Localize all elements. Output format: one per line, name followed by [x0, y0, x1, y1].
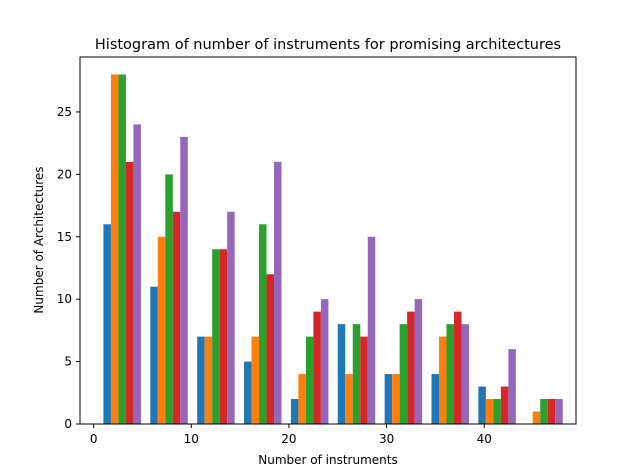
bar-series3-bin10	[540, 399, 548, 424]
x-tick-label: 0	[90, 432, 98, 446]
bar-series5-bin1	[133, 124, 141, 424]
bar-series5-bin6	[367, 236, 376, 424]
bar-series5-bin2	[180, 136, 188, 424]
bar-series3-bin9	[493, 399, 501, 424]
bar-series3-bin2	[165, 174, 173, 424]
bar-series4-bin4	[266, 274, 275, 424]
x-tick-label: 30	[379, 432, 394, 446]
bar-series3-bin4	[259, 224, 267, 424]
bar-series4-bin2	[172, 211, 181, 424]
bar-series3-bin5	[305, 336, 314, 424]
bar-series4-bin7	[407, 311, 415, 424]
y-tick-label: 15	[57, 230, 72, 244]
bar-series1-bin6	[337, 324, 346, 424]
x-tick-label: 20	[281, 432, 296, 446]
bar-series3-bin7	[399, 324, 408, 424]
bar-series2-bin8	[438, 336, 447, 424]
bar-series2-bin7	[392, 374, 400, 424]
bar-series2-bin6	[345, 374, 353, 424]
bar-series4-bin10	[547, 399, 556, 424]
bar-series4-bin8	[453, 311, 462, 424]
bar-series3-bin6	[352, 324, 361, 424]
bar-series2-bin5	[298, 374, 306, 424]
bar-series3-bin1	[118, 74, 126, 424]
y-tick-label: 20	[57, 167, 72, 181]
bar-series2-bin1	[110, 74, 119, 424]
bar-series4-bin9	[500, 386, 509, 424]
bar-series1-bin3	[197, 336, 205, 424]
plot-frame	[79, 56, 577, 425]
bar-series1-bin9	[478, 386, 486, 424]
bar-series5-bin8	[461, 324, 469, 424]
bar-series1-bin4	[244, 361, 252, 424]
y-axis-ticks: 0 5 10 15 20 25	[57, 105, 80, 431]
x-tick-label: 40	[477, 432, 492, 446]
y-tick-label: 25	[57, 105, 72, 119]
bar-series5-bin5	[320, 299, 329, 424]
bar-series1-bin8	[431, 374, 439, 424]
bar-series3-bin3	[212, 249, 220, 424]
bars-group	[103, 74, 563, 425]
bar-series2-bin9	[485, 399, 494, 424]
x-axis-label: Number of instruments	[258, 453, 397, 467]
bar-series5-bin10	[555, 399, 563, 424]
bar-series4-bin5	[313, 311, 321, 424]
y-tick-label: 0	[64, 417, 72, 431]
chart-title: Histogram of number of instruments for p…	[95, 37, 561, 53]
bar-series4-bin1	[125, 161, 134, 425]
bar-series5-bin4	[274, 161, 282, 425]
bar-series1-bin1	[103, 224, 111, 424]
bar-series2-bin4	[251, 336, 260, 424]
bar-series2-bin3	[204, 336, 213, 424]
x-tick-label: 10	[184, 432, 199, 446]
bar-series2-bin10	[532, 411, 541, 424]
bar-series4-bin3	[219, 249, 228, 424]
bar-series5-bin3	[227, 211, 235, 424]
bar-series1-bin2	[150, 286, 158, 424]
x-axis-ticks: 0 10 20 30 40	[90, 424, 492, 446]
y-tick-label: 5	[64, 355, 72, 369]
bar-series5-bin9	[508, 349, 516, 424]
bar-series1-bin5	[290, 399, 299, 424]
bar-series5-bin7	[414, 299, 423, 424]
bar-series4-bin6	[360, 336, 368, 424]
bar-series3-bin8	[446, 324, 454, 424]
bar-series2-bin2	[157, 236, 166, 424]
y-axis-label: Number of Architectures	[32, 166, 46, 313]
bar-series1-bin7	[384, 374, 393, 424]
y-tick-label: 10	[57, 292, 72, 306]
